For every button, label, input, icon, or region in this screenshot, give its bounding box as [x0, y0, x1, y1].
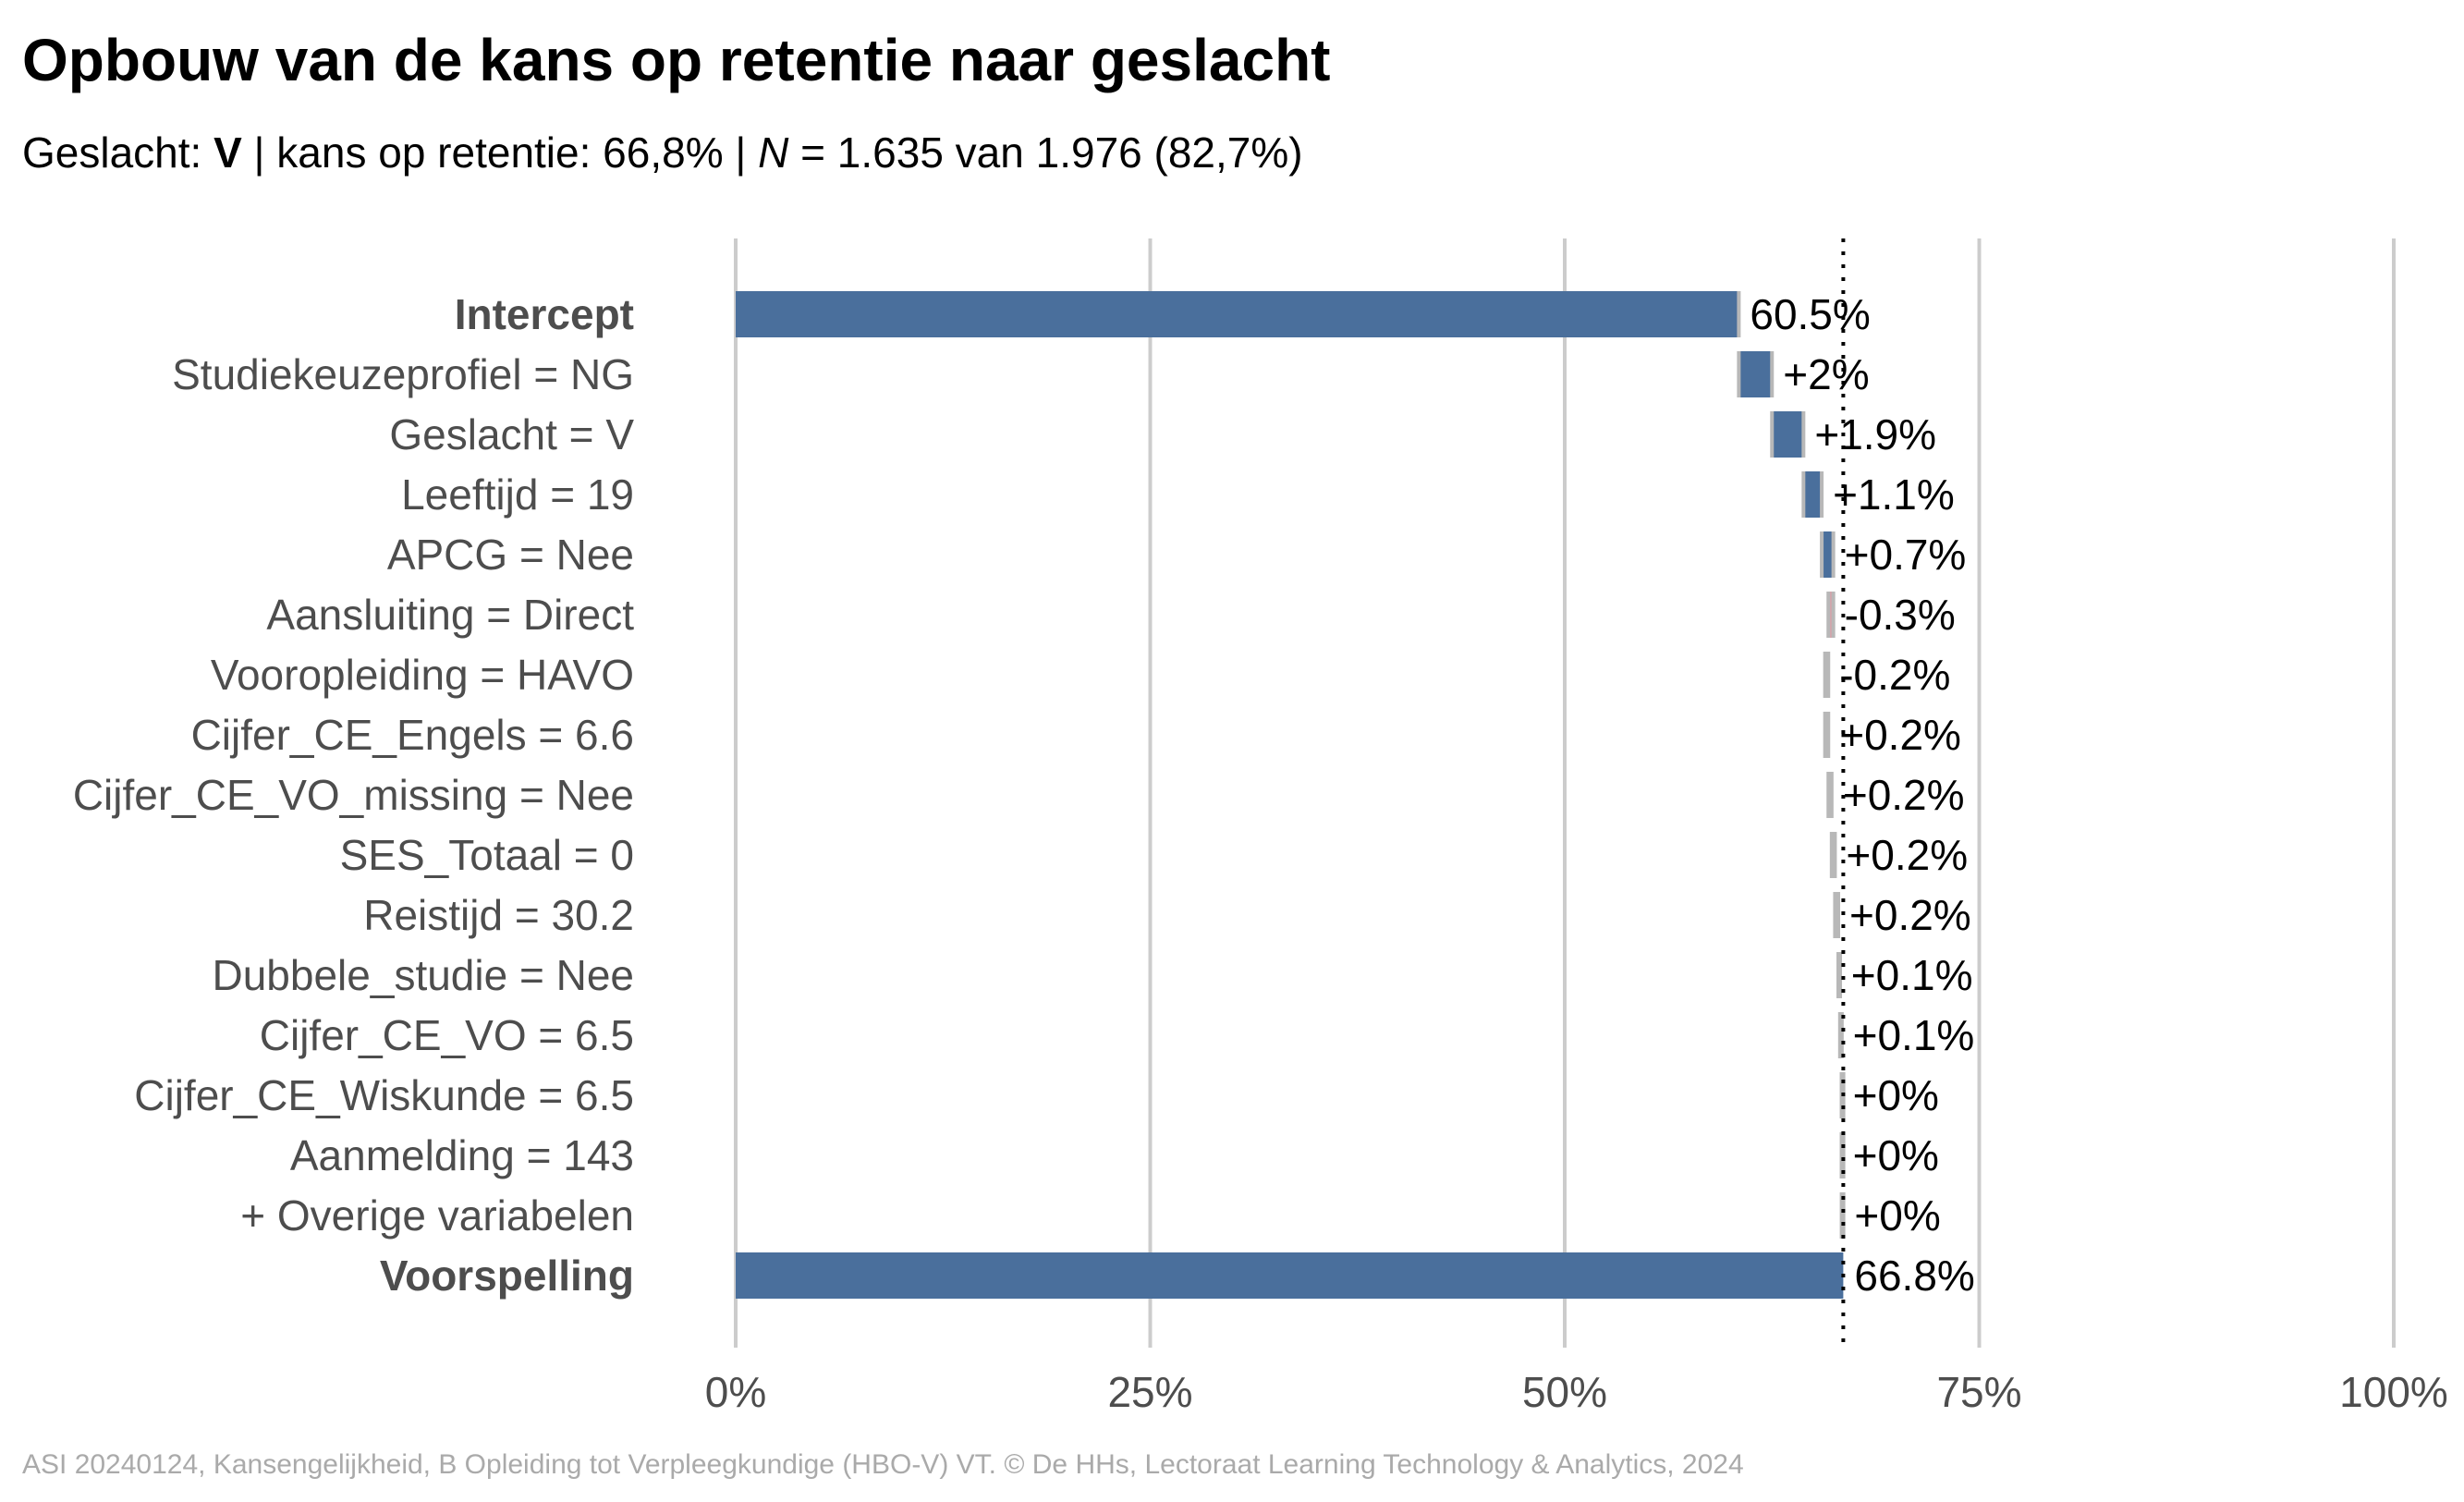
data-label: +0.7% [1845, 531, 1967, 579]
data-label: 60.5% [1750, 290, 1870, 338]
subtitle-middle: | kans op retentie: 66,8% | [241, 128, 759, 177]
waterfall-bar [1803, 471, 1823, 518]
data-label: +0.2% [1843, 771, 1965, 819]
data-label: 66.8% [1854, 1252, 1974, 1300]
category-label: + Overige variabelen [240, 1191, 634, 1239]
category-label: Aanmelding = 143 [290, 1131, 634, 1179]
category-label: Cijfer_CE_Wiskunde = 6.5 [134, 1071, 634, 1119]
chart-title: Opbouw van de kans op retentie naar gesl… [22, 27, 1331, 93]
data-label: +0.2% [1839, 711, 1961, 759]
category-label: Cijfer_CE_VO_missing = Nee [73, 771, 634, 819]
data-label: +2% [1783, 350, 1869, 398]
data-label: +0.1% [1853, 1011, 1975, 1059]
subtitle-suffix: = 1.635 van 1.976 (82,7%) [788, 128, 1303, 177]
category-label: Intercept [455, 290, 634, 338]
subtitle-prefix: Geslacht: [22, 128, 214, 177]
category-label: Studiekeuzeprofiel = NG [172, 350, 634, 398]
subtitle-group: V [213, 128, 242, 177]
category-label: Voorspelling [380, 1252, 634, 1300]
category-label: Vooropleiding = HAVO [211, 651, 634, 699]
category-label: SES_Totaal = 0 [340, 831, 634, 879]
waterfall-bar [1828, 592, 1834, 638]
subtitle-n-label: N [758, 128, 789, 177]
x-tick-label: 100% [2339, 1368, 2448, 1416]
data-label: +0% [1854, 1191, 1940, 1239]
data-label: +0.2% [1849, 891, 1971, 939]
x-tick-label: 50% [1522, 1368, 1607, 1416]
category-label: Dubbele_studie = Nee [213, 951, 635, 999]
category-label: Aansluiting = Direct [266, 591, 634, 639]
data-label: +0% [1853, 1131, 1939, 1179]
chart-caption: ASI 20240124, Kansengelijkheid, B Opleid… [22, 1449, 1744, 1480]
category-label: Reistijd = 30.2 [363, 891, 634, 939]
waterfall-bar [1738, 351, 1773, 397]
x-tick-label: 25% [1107, 1368, 1192, 1416]
data-label: +0.2% [1846, 831, 1968, 879]
chart-subtitle: Geslacht: V | kans op retentie: 66,8% | … [22, 128, 1303, 177]
category-label: Geslacht = V [389, 410, 634, 458]
category-label: Cijfer_CE_Engels = 6.6 [191, 711, 634, 759]
category-label: Leeftijd = 19 [401, 470, 634, 519]
category-label: APCG = Nee [387, 531, 634, 579]
data-label: -0.3% [1845, 591, 1956, 639]
waterfall-bar [1822, 531, 1834, 578]
x-tick-label: 75% [1936, 1368, 2021, 1416]
waterfall-bar [1772, 411, 1804, 458]
category-label: Cijfer_CE_VO = 6.5 [260, 1011, 634, 1059]
data-label: +1.1% [1833, 470, 1955, 519]
x-tick-label: 0% [705, 1368, 766, 1416]
waterfall-chart: 0% 25% 50% 75% 100% Intercept 60.5% Studiekeuze… [73, 238, 2448, 1416]
data-label: -0.2% [1839, 651, 1950, 699]
data-label: +1.9% [1814, 410, 1936, 458]
waterfall-bar [736, 291, 1739, 337]
data-label: +0% [1853, 1071, 1939, 1119]
data-label: +0.1% [1851, 951, 1973, 999]
waterfall-bar [736, 1252, 1844, 1299]
